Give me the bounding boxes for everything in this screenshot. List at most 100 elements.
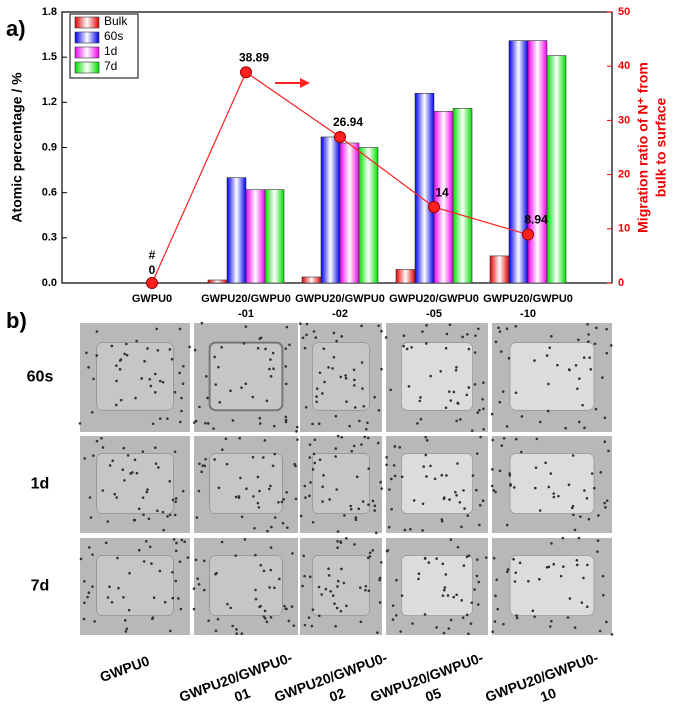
y-axis-label: Atomic percentage / % bbox=[9, 72, 25, 223]
arrow-head bbox=[300, 78, 310, 88]
cell-dot bbox=[389, 388, 392, 392]
cell-dot bbox=[596, 550, 599, 553]
cell-dot bbox=[273, 452, 277, 456]
cell-dot bbox=[364, 584, 368, 588]
cell-dot bbox=[340, 435, 343, 439]
panel-label: a) bbox=[6, 16, 26, 41]
cell-dot bbox=[168, 348, 172, 351]
cell-dot bbox=[546, 409, 550, 413]
cell-dot bbox=[292, 624, 296, 627]
cell-dot bbox=[340, 335, 344, 338]
cell-dot bbox=[520, 415, 524, 418]
cell-dot bbox=[552, 495, 556, 499]
cell-dot bbox=[461, 335, 464, 339]
cell-dot bbox=[456, 545, 460, 549]
cell-dot bbox=[448, 323, 452, 327]
cell-dot bbox=[132, 518, 136, 522]
cell-dot bbox=[445, 332, 449, 336]
cell-dot bbox=[153, 446, 157, 449]
cell-dot bbox=[513, 580, 517, 583]
cell-dot bbox=[361, 387, 364, 390]
cell-dot bbox=[265, 620, 269, 624]
cell-dot bbox=[197, 489, 201, 493]
cell-dot bbox=[582, 576, 585, 580]
cell-dot bbox=[355, 475, 359, 479]
cell-dot bbox=[173, 450, 177, 454]
cell-dot bbox=[334, 414, 338, 418]
cell-dot bbox=[550, 334, 553, 338]
cell-dot bbox=[267, 487, 271, 491]
cell-dot bbox=[585, 605, 589, 609]
cell-dot bbox=[360, 324, 363, 328]
cell-dot bbox=[284, 365, 288, 368]
cell-dot bbox=[366, 436, 370, 440]
cell-dot bbox=[251, 455, 255, 459]
cell-dot bbox=[322, 474, 325, 477]
cell-dot bbox=[318, 371, 322, 375]
cell-dot bbox=[587, 517, 591, 521]
cell-dot bbox=[531, 609, 535, 613]
cell-dot bbox=[166, 515, 169, 518]
cell-dot bbox=[174, 497, 178, 500]
cell-dot bbox=[156, 349, 160, 352]
cell-dot bbox=[174, 549, 178, 553]
cell-dot bbox=[348, 424, 351, 428]
cell-dot bbox=[149, 384, 153, 388]
photo-square bbox=[96, 555, 174, 616]
cell-dot bbox=[339, 375, 343, 379]
bar bbox=[508, 40, 529, 284]
cell-dot bbox=[154, 462, 158, 465]
cell-dot bbox=[115, 496, 118, 499]
cell-dot bbox=[269, 546, 273, 549]
cell-dot bbox=[458, 500, 462, 504]
cell-dot bbox=[295, 425, 299, 429]
legend-label: Bulk bbox=[104, 14, 128, 28]
cell-dot bbox=[495, 578, 499, 582]
cell-dot bbox=[304, 405, 308, 409]
cell-dot bbox=[391, 604, 395, 607]
cell-dot bbox=[594, 407, 598, 411]
cell-dot bbox=[92, 454, 95, 457]
cell-dot bbox=[259, 563, 263, 567]
cell-dot bbox=[354, 516, 358, 519]
row-label: 7d bbox=[31, 578, 50, 595]
cell-dot bbox=[441, 562, 445, 566]
cell-dot bbox=[509, 482, 512, 486]
cell-dot bbox=[308, 575, 312, 579]
cell-dot bbox=[95, 439, 99, 443]
cell-dot bbox=[550, 619, 553, 623]
cell-dot bbox=[595, 326, 598, 330]
cell-dot bbox=[387, 525, 391, 529]
legend-label: 7d bbox=[104, 59, 117, 73]
cell-dot bbox=[218, 401, 222, 404]
cell-dot bbox=[474, 334, 477, 337]
cell-dot bbox=[462, 564, 466, 567]
cell-dot bbox=[502, 436, 506, 440]
cell-dot bbox=[358, 419, 361, 423]
cell-dot bbox=[367, 503, 370, 506]
photo-square bbox=[208, 341, 284, 412]
cell-dot bbox=[417, 577, 420, 581]
cell-dot bbox=[390, 477, 393, 481]
cell-dot bbox=[173, 513, 177, 517]
cell-dot bbox=[134, 396, 137, 400]
cell-dot bbox=[145, 490, 149, 494]
cell-dot bbox=[367, 467, 371, 470]
cell-dot bbox=[162, 528, 165, 532]
cell-dot bbox=[601, 574, 605, 578]
cell-dot bbox=[494, 340, 498, 344]
cell-dot bbox=[113, 492, 117, 496]
cell-dot bbox=[377, 409, 381, 412]
cell-dot bbox=[123, 352, 126, 356]
bar bbox=[207, 279, 228, 284]
cell-dot bbox=[273, 516, 277, 519]
cell-dot bbox=[603, 440, 607, 444]
bar bbox=[546, 55, 567, 284]
cell-dot bbox=[244, 325, 248, 328]
cell-dot bbox=[269, 375, 273, 378]
cell-dot bbox=[284, 347, 288, 350]
cell-dot bbox=[173, 390, 177, 394]
cell-dot bbox=[373, 395, 376, 399]
cell-dot bbox=[512, 486, 516, 489]
cell-dot bbox=[321, 392, 324, 395]
